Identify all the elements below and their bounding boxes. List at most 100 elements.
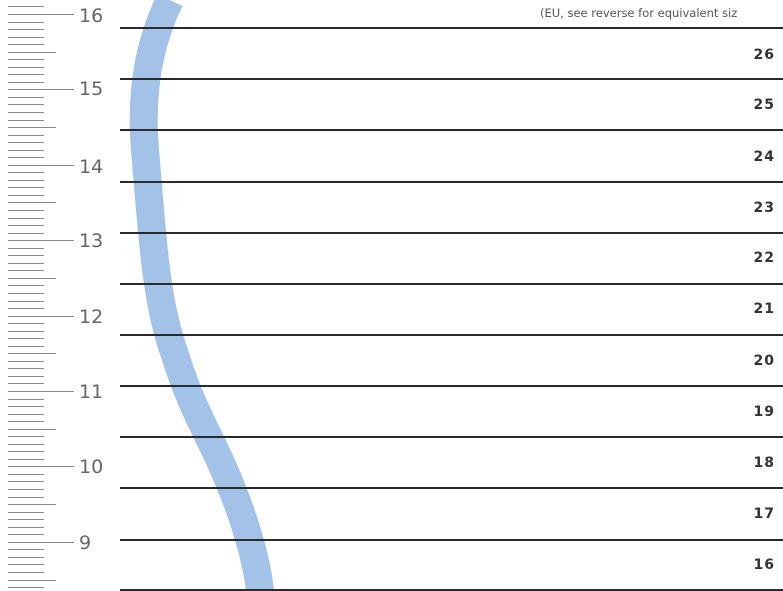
size-note: (EU, see reverse for equivalent siz [540, 6, 738, 20]
size-label-25: 25 [753, 97, 775, 113]
ruler-mm-tick [8, 59, 44, 60]
ruler [0, 0, 120, 591]
ruler-mm-tick [8, 97, 44, 98]
size-label-18: 18 [753, 455, 775, 471]
ruler-mm-tick [8, 421, 44, 422]
size-label-22: 22 [753, 250, 775, 266]
ruler-mm-tick [8, 338, 44, 339]
ruler-label-13: 13 [79, 230, 104, 252]
ruler-mm-tick [8, 248, 44, 249]
ruler-cm-tick [8, 14, 74, 15]
ruler-mm-tick [8, 346, 44, 347]
ruler-mm-tick [8, 210, 44, 211]
ruler-mm-tick [8, 451, 44, 452]
ruler-mm-tick [8, 293, 44, 294]
size-line [120, 436, 783, 438]
size-line [120, 589, 783, 591]
ruler-mm-tick [8, 549, 44, 550]
ruler-cm-tick [8, 466, 74, 467]
ruler-mm-tick [8, 52, 56, 53]
ruler-mm-tick [8, 572, 44, 573]
ruler-mm-tick [8, 489, 44, 490]
ruler-mm-tick [8, 512, 44, 513]
ruler-mm-tick [8, 263, 44, 264]
ruler-mm-tick [8, 74, 44, 75]
ruler-mm-tick [8, 225, 44, 226]
size-line [120, 181, 783, 183]
ruler-mm-tick [8, 353, 56, 354]
ruler-label-12: 12 [79, 306, 104, 328]
ruler-mm-tick [8, 383, 44, 384]
ruler-mm-tick [8, 6, 44, 7]
size-line [120, 283, 783, 285]
ruler-mm-tick [8, 436, 44, 437]
size-label-26: 26 [753, 47, 775, 63]
ruler-mm-tick [8, 195, 44, 196]
ruler-mm-tick [8, 285, 44, 286]
ruler-mm-tick [8, 534, 44, 535]
ruler-mm-tick [8, 255, 44, 256]
ruler-mm-tick [8, 270, 44, 271]
ruler-mm-tick [8, 67, 44, 68]
ruler-mm-tick [8, 527, 44, 528]
ruler-cm-tick [8, 240, 74, 241]
ruler-mm-tick [8, 112, 44, 113]
ruler-mm-tick [8, 429, 56, 430]
ruler-cm-tick [8, 89, 74, 90]
ruler-mm-tick [8, 120, 44, 121]
ruler-mm-tick [8, 376, 44, 377]
size-label-19: 19 [753, 404, 775, 420]
ruler-label-11: 11 [79, 381, 104, 403]
ruler-mm-tick [8, 22, 44, 23]
ruler-mm-tick [8, 406, 44, 407]
ruler-mm-tick [8, 361, 44, 362]
size-line [120, 232, 783, 234]
ruler-mm-tick [8, 278, 56, 279]
ruler-cm-tick [8, 542, 74, 543]
ruler-mm-tick [8, 172, 44, 173]
ruler-mm-tick [8, 587, 44, 588]
ruler-cm-tick [8, 165, 74, 166]
ruler-mm-tick [8, 564, 44, 565]
size-label-17: 17 [753, 506, 775, 522]
ruler-mm-tick [8, 459, 44, 460]
ruler-mm-tick [8, 323, 44, 324]
size-label-24: 24 [753, 149, 775, 165]
size-line [120, 27, 783, 29]
ruler-label-9: 9 [79, 532, 92, 554]
ruler-mm-tick [8, 127, 56, 128]
ruler-cm-tick [8, 391, 74, 392]
ruler-mm-tick [8, 180, 44, 181]
ruler-mm-tick [8, 519, 44, 520]
size-line [120, 539, 783, 541]
ruler-mm-tick [8, 308, 44, 309]
ruler-label-16: 16 [79, 5, 104, 27]
size-line [120, 487, 783, 489]
ruler-mm-tick [8, 474, 44, 475]
size-label-23: 23 [753, 200, 775, 216]
size-line [120, 78, 783, 80]
size-line [120, 385, 783, 387]
ruler-mm-tick [8, 187, 44, 188]
ruler-mm-tick [8, 37, 44, 38]
ruler-mm-tick [8, 414, 44, 415]
ruler-mm-tick [8, 29, 44, 30]
size-label-21: 21 [753, 301, 775, 317]
ruler-mm-tick [8, 331, 44, 332]
size-label-20: 20 [753, 353, 775, 369]
size-label-16: 16 [753, 557, 775, 573]
ruler-mm-tick [8, 557, 44, 558]
ruler-mm-tick [8, 150, 44, 151]
ruler-label-10: 10 [79, 456, 104, 478]
ruler-mm-tick [8, 142, 44, 143]
ruler-mm-tick [8, 233, 44, 234]
size-line [120, 334, 783, 336]
ruler-cm-tick [8, 316, 74, 317]
ruler-label-14: 14 [79, 156, 104, 178]
ruler-mm-tick [8, 481, 44, 482]
ruler-mm-tick [8, 504, 56, 505]
ruler-mm-tick [8, 202, 56, 203]
ruler-mm-tick [8, 82, 44, 83]
size-line [120, 129, 783, 131]
ruler-mm-tick [8, 497, 44, 498]
